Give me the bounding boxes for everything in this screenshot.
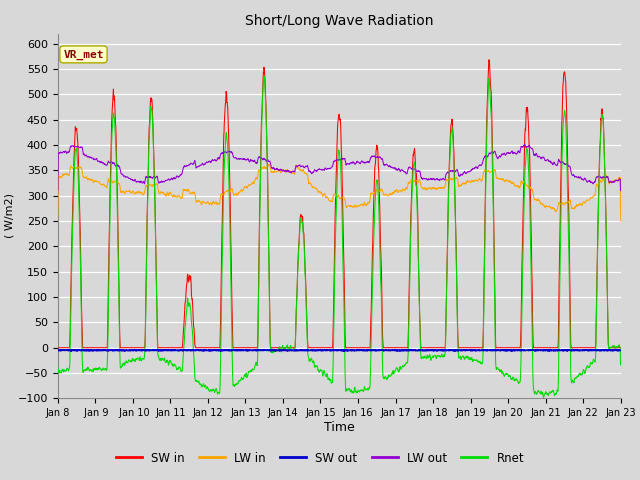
Y-axis label: ( W/m2): ( W/m2) [4,193,15,239]
Text: VR_met: VR_met [63,49,104,60]
Legend: SW in, LW in, SW out, LW out, Rnet: SW in, LW in, SW out, LW out, Rnet [111,447,529,469]
X-axis label: Time: Time [324,421,355,434]
Title: Short/Long Wave Radiation: Short/Long Wave Radiation [245,14,433,28]
